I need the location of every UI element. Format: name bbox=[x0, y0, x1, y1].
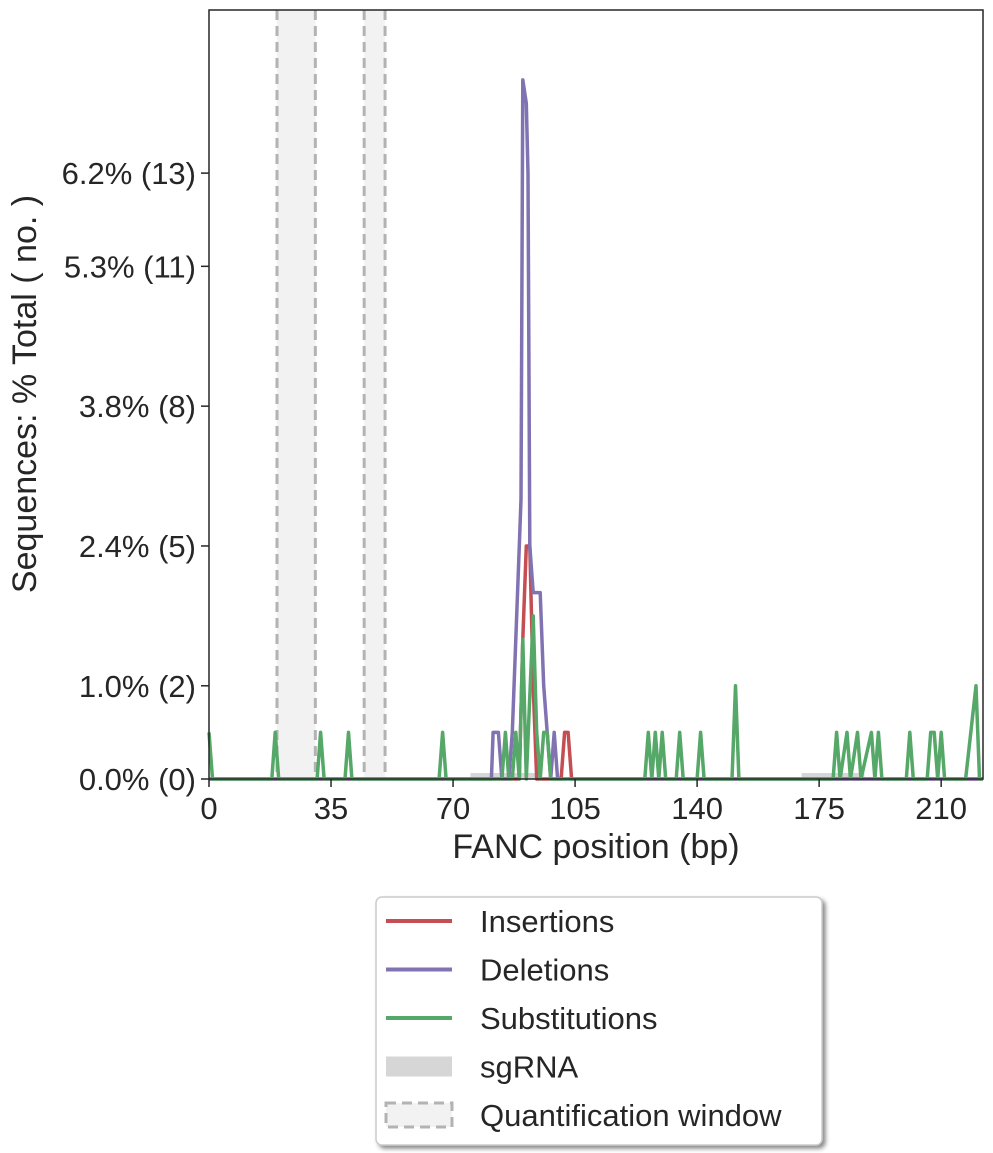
plot-frame bbox=[208, 9, 984, 780]
legend-frame bbox=[375, 896, 823, 1146]
x-axis-ticks: 0 35 70 105 140 175 210 bbox=[200, 779, 967, 826]
x-tick-label: 70 bbox=[436, 791, 470, 826]
series-line-substitutions bbox=[207, 614, 983, 781]
y-axis-label: Sequences: % Total ( no. ) bbox=[6, 195, 44, 593]
y-tick-label: 2.4% (5) bbox=[79, 529, 196, 564]
legend-label: sgRNA bbox=[480, 1050, 579, 1085]
series-line-deletions bbox=[209, 78, 983, 781]
y-axis-ticks: 0.0% (0) 1.0% (2) 2.4% (5) 3.8% (8) 5.3% (11… bbox=[62, 156, 209, 797]
x-tick-label: 210 bbox=[915, 791, 967, 826]
y-tick-label: 0.0% (0) bbox=[79, 762, 196, 797]
y-tick-label: 3.8% (8) bbox=[79, 389, 196, 424]
legend-label: Substitutions bbox=[480, 1001, 658, 1036]
y-tick-label: 5.3% (11) bbox=[64, 249, 196, 284]
x-tick-label: 105 bbox=[549, 791, 601, 826]
legend-swatch-quantification-window bbox=[384, 1101, 454, 1129]
y-tick-label: 1.0% (2) bbox=[79, 669, 196, 704]
data-series bbox=[207, 78, 983, 781]
x-tick-label: 140 bbox=[671, 791, 723, 826]
legend: Insertions Deletions Substitutions sgRNA Qua… bbox=[375, 896, 823, 1146]
legend-label: Insertions bbox=[480, 904, 614, 939]
legend-label: Deletions bbox=[480, 953, 609, 988]
x-tick-label: 0 bbox=[200, 791, 217, 826]
quantification-window-0 bbox=[276, 10, 316, 779]
legend-label: Quantification window bbox=[480, 1098, 782, 1133]
x-tick-label: 35 bbox=[314, 791, 348, 826]
y-tick-label: 6.2% (13) bbox=[62, 156, 196, 191]
series-line-insertions bbox=[209, 544, 983, 781]
legend-swatch-sgrna bbox=[386, 1056, 452, 1077]
x-tick-label: 175 bbox=[793, 791, 845, 826]
quantification-window-1 bbox=[364, 10, 386, 779]
x-axis-label: FANC position (bp) bbox=[452, 828, 739, 866]
quantification-windows bbox=[275, 10, 387, 779]
